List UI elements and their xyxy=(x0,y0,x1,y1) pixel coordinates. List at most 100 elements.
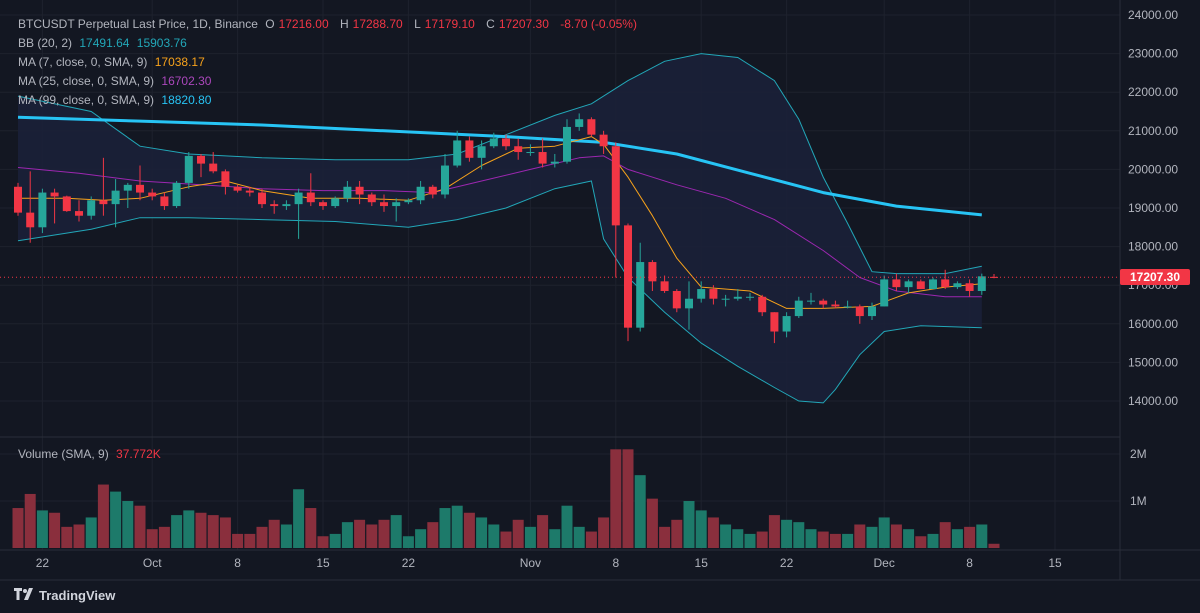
volume-axis[interactable]: 1M 2M xyxy=(1130,447,1147,508)
candle xyxy=(904,279,913,293)
candle xyxy=(855,304,864,324)
price-axis-label: 20000.00 xyxy=(1128,162,1178,176)
volume-bar xyxy=(890,524,902,548)
candle-body xyxy=(380,202,388,207)
candle xyxy=(197,153,205,178)
candle xyxy=(550,153,559,168)
candle xyxy=(941,269,950,290)
price-axis-label: 23000.00 xyxy=(1128,47,1178,61)
volume-bar xyxy=(97,484,109,548)
candle-body xyxy=(709,289,718,299)
candle xyxy=(477,140,486,170)
candle-body xyxy=(868,306,876,317)
candle-body xyxy=(245,190,254,193)
symbol-legend: BTCUSDT Perpetual Last Price, 1D, Binanc… xyxy=(18,17,641,31)
tradingview-logo[interactable]: TradingView xyxy=(14,588,115,603)
volume-bar xyxy=(951,529,963,548)
price-axis-label: 19000.00 xyxy=(1128,201,1178,215)
volume-bar xyxy=(195,512,207,548)
ma25-legend[interactable]: MA (25, close, 0, SMA, 9) 16702.30 xyxy=(18,74,215,88)
ma99-value: 18820.80 xyxy=(161,93,212,107)
volume-bar xyxy=(842,533,854,548)
candle-body xyxy=(892,279,901,288)
volume-bar xyxy=(549,529,561,548)
volume-bar xyxy=(232,533,244,548)
candle-body xyxy=(514,146,523,153)
candle-body xyxy=(819,300,828,305)
symbol-title[interactable]: BTCUSDT Perpetual Last Price, 1D, Binanc… xyxy=(18,17,258,31)
volume-bar xyxy=(854,524,866,548)
candle-body xyxy=(624,225,632,328)
candle xyxy=(75,200,83,222)
candle-body xyxy=(99,200,108,205)
volume-bar xyxy=(305,508,317,548)
candle xyxy=(807,292,815,305)
ohlc-close: C 17207.30 xyxy=(486,17,549,31)
ohlc-low: L 17179.10 xyxy=(414,17,475,31)
price-axis-label: 24000.00 xyxy=(1128,8,1178,22)
volume-bar xyxy=(720,524,732,548)
volume-bar xyxy=(427,522,439,548)
candle-body xyxy=(184,155,193,183)
candle-body xyxy=(136,184,144,193)
candle xyxy=(843,300,852,309)
volume-bar xyxy=(646,498,658,548)
candle xyxy=(697,281,706,303)
candle xyxy=(794,296,803,319)
candle-body xyxy=(843,306,852,308)
candle xyxy=(977,273,986,295)
price-axis[interactable]: 14000.0015000.0016000.0017000.0018000.00… xyxy=(1128,8,1178,408)
volume-bar xyxy=(524,526,536,548)
candle-body xyxy=(636,262,645,328)
candle xyxy=(929,277,937,290)
candle-body xyxy=(87,200,96,216)
price-axis-label: 14000.00 xyxy=(1128,394,1178,408)
candle xyxy=(221,169,230,195)
volume-bar xyxy=(24,493,36,548)
ma7-legend[interactable]: MA (7, close, 0, SMA, 9) 17038.17 xyxy=(18,55,209,69)
candle xyxy=(258,188,266,208)
ohlc-high: H 17288.70 xyxy=(339,17,403,31)
volume-bar xyxy=(805,529,817,548)
candle-body xyxy=(172,182,181,207)
candle-body xyxy=(660,281,669,291)
volume-bar xyxy=(537,515,549,548)
candle xyxy=(50,188,59,224)
candle xyxy=(709,285,718,305)
time-axis-label: Nov xyxy=(520,556,541,570)
volume-bar xyxy=(683,501,695,548)
candle xyxy=(99,157,108,216)
candle xyxy=(758,294,767,317)
candle xyxy=(343,180,352,203)
candle xyxy=(660,275,669,293)
bb-legend[interactable]: BB (20, 2) 17491.64 15903.76 xyxy=(18,36,191,50)
time-axis-label: 8 xyxy=(612,556,619,570)
candle xyxy=(953,281,962,290)
candle-body xyxy=(416,186,425,201)
price-axis-label: 22000.00 xyxy=(1128,85,1178,99)
volume-bar xyxy=(695,510,707,548)
candle-body xyxy=(941,279,950,288)
candle xyxy=(648,260,657,291)
ma99-legend[interactable]: MA (99, close, 0, SMA, 9) 18820.80 xyxy=(18,93,215,107)
candle xyxy=(916,279,925,290)
volume-bar xyxy=(781,519,793,548)
volume-bar xyxy=(768,515,780,548)
volume-bar xyxy=(598,517,610,548)
candle-body xyxy=(111,190,120,205)
candle-body xyxy=(648,262,657,282)
candle xyxy=(563,119,571,164)
time-axis[interactable]: 22 Oct 8 15 22 Nov 8 15 22 Dec 8 15 xyxy=(36,556,1062,570)
volume-bar xyxy=(927,533,939,548)
candle-body xyxy=(538,152,547,164)
volume-bar xyxy=(744,533,756,548)
candle-body xyxy=(904,281,913,288)
candle xyxy=(782,312,791,338)
candle-body xyxy=(355,186,364,195)
candle-body xyxy=(916,281,925,290)
volume-bar xyxy=(585,531,597,548)
volume-bar xyxy=(573,526,585,548)
candle-body xyxy=(758,296,767,313)
volume-legend[interactable]: Volume (SMA, 9) 37.772K xyxy=(18,447,165,461)
